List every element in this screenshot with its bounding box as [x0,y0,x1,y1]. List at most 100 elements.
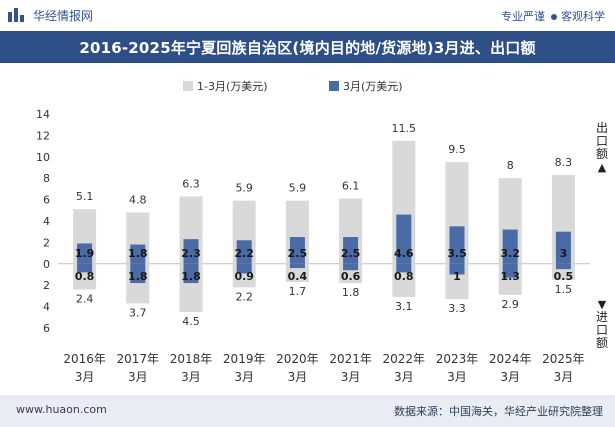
bar-monthly-import [396,263,412,273]
bar-logo-icon [8,8,26,22]
footer: www.huaon.com 数据来源：中国海关，华经产业研究院整理 [0,395,615,427]
y-tick-label: 6 [43,194,50,207]
bar-cumulative-import [285,263,309,282]
bar-monthly-export [236,240,252,264]
label-monthly-export: 3 [560,247,568,260]
label-cumulative-import: 4.5 [182,315,200,328]
bar-monthly-export [502,229,518,264]
label-monthly-import: 0.9 [234,270,254,283]
x-tick-label-year: 2017年 [117,352,160,366]
label-cumulative-export: 8 [507,159,514,172]
label-monthly-import: 0.4 [288,270,308,283]
label-cumulative-import: 2.4 [76,292,94,305]
y-tick-label: 4 [43,215,50,228]
data-source: 数据来源：中国海关，华经产业研究院整理 [394,405,603,418]
y-tick-label: 12 [36,129,50,142]
brand-name: 华经情报网 [33,8,94,23]
x-tick-label-month: 3月 [394,370,414,384]
x-tick-label-month: 3月 [128,370,148,384]
label-monthly-export: 2.3 [181,247,201,260]
export-side-label: 出口额 ▲ [595,121,609,175]
label-cumulative-export: 5.9 [235,182,253,195]
export-label: 出口额 [595,121,608,161]
bar-monthly-import [555,263,571,270]
x-tick-label-year: 2022年 [383,352,426,366]
legend-swatch-cumulative [183,81,193,91]
tagline-right: 客观科学 [561,10,605,23]
label-cumulative-import: 2.2 [235,290,253,303]
label-cumulative-import: 2.9 [501,298,519,311]
label-cumulative-export: 6.1 [342,180,360,193]
x-tick-label-month: 3月 [500,370,520,384]
bar-monthly-import [449,263,465,275]
label-monthly-import: 0.8 [394,270,414,283]
bar-monthly-import [236,263,252,274]
bar-monthly-import [502,263,518,278]
arrow-up-icon: ▲ [597,161,607,174]
label-monthly-export: 1.9 [75,247,95,260]
label-monthly-export: 3.5 [447,247,467,260]
x-tick-label-month: 3月 [341,370,361,384]
label-cumulative-import: 1.5 [555,283,573,296]
label-monthly-import: 0.5 [554,270,574,283]
x-tick-label-month: 3月 [181,370,201,384]
label-cumulative-import: 1.7 [289,285,307,298]
label-monthly-export: 4.6 [394,247,414,260]
x-tick-label-month: 3月 [75,370,95,384]
y-tick-label: 14 [36,108,50,121]
y-tick-label: 2 [43,236,50,249]
x-tick-label-year: 2025年 [542,352,585,366]
bar-monthly-export [289,237,305,264]
label-cumulative-export: 6.3 [182,177,200,190]
label-monthly-export: 2.2 [234,247,254,260]
bar-monthly-import [130,263,146,284]
x-tick-label-month: 3月 [447,370,467,384]
import-side-label: ▼ 进口额 [595,298,609,350]
label-cumulative-export: 4.8 [129,193,147,206]
label-cumulative-import: 3.3 [448,302,466,315]
bar-monthly-export [449,226,465,264]
label-monthly-import: 1.3 [500,270,520,283]
x-tick-label-month: 3月 [234,370,254,384]
bar-monthly-export [130,244,146,264]
label-monthly-export: 2.5 [288,247,308,260]
x-tick-label-year: 2016年 [63,352,106,366]
bar-monthly-import [183,263,199,284]
y-tick-label: 8 [43,172,50,185]
label-monthly-import: 1.8 [128,270,148,283]
x-tick-label-year: 2023年 [436,352,479,366]
label-cumulative-export: 9.5 [448,143,466,156]
bar-monthly-import [289,263,305,269]
label-cumulative-import: 3.7 [129,306,147,319]
label-cumulative-export: 11.5 [392,122,417,135]
y-tick-label: 6 [43,322,50,335]
x-tick-label-month: 3月 [288,370,308,384]
legend-swatch-monthly [329,81,339,91]
import-label: 进口额 [595,310,608,350]
y-tick-label: 0 [43,258,50,271]
dot-icon [551,13,557,20]
bar-monthly-export [555,231,571,264]
y-tick-label: 10 [36,151,50,164]
label-monthly-import: 0.6 [341,270,361,283]
label-cumulative-export: 5.9 [289,182,307,195]
label-cumulative-export: 5.1 [76,190,94,203]
bar-monthly-export [396,214,412,264]
title-bar: 2016-2025年宁夏回族自治区(境内目的地/货源地)3月进、出口额 [0,31,615,63]
brand: 华经情报网 [8,7,93,23]
label-cumulative-import: 1.8 [342,286,360,299]
website-link[interactable]: www.huaon.com [16,403,107,416]
x-tick-label-year: 2021年 [329,352,372,366]
label-cumulative-import: 3.1 [395,300,413,313]
y-tick-label: 4 [43,301,50,314]
label-monthly-import: 1.8 [181,270,201,283]
tagline: 专业严谨 客观科学 [501,8,605,24]
x-tick-label-month: 3月 [554,370,574,384]
arrow-down-icon: ▼ [597,298,607,311]
label-cumulative-export: 8.3 [555,156,573,169]
bar-monthly-export [183,239,199,264]
legend-label-monthly: 3月(万美元) [343,80,403,93]
label-monthly-import: 1 [453,270,461,283]
tagline-left: 专业严谨 [501,10,545,23]
top-bar: 华经情报网 专业严谨 客观科学 [0,0,615,30]
